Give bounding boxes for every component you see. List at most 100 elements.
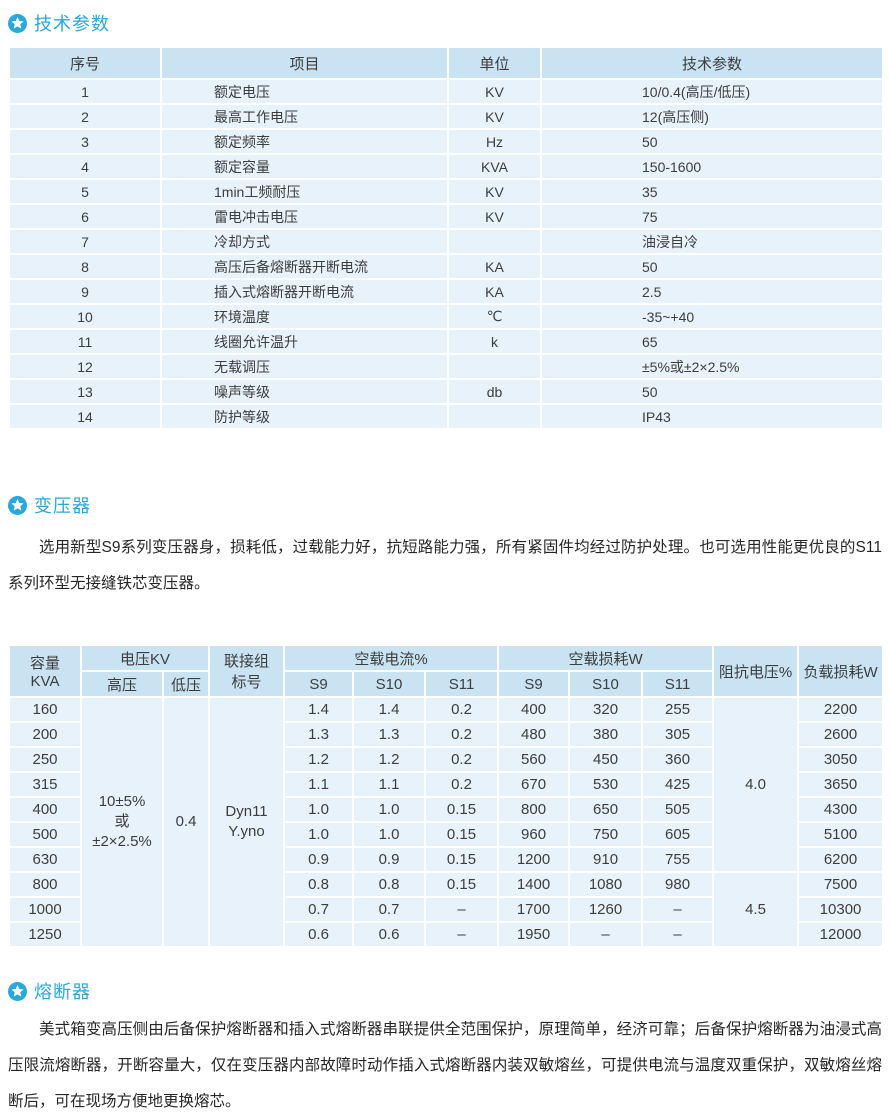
cell: 线圈允许温升 (160, 328, 449, 355)
cell: db (447, 378, 542, 405)
table-row: 3 额定频率 Hz 50 (8, 128, 884, 155)
no-load-current-cell: 0.9 (283, 846, 355, 873)
no-load-loss-cell: 255 (641, 696, 715, 723)
table-row: 400 1.0 1.0 0.15 800 650 505 4300 (8, 796, 885, 823)
cell: 35 (540, 178, 884, 205)
lv-voltage-cell: 0.4 (161, 696, 211, 948)
col-header-index: 序号 (8, 46, 162, 80)
cell: 50 (540, 378, 884, 405)
table-row: 8 高压后备熔断器开断电流 KA 50 (8, 253, 884, 280)
cell: 10/0.4(高压/低压) (540, 78, 884, 105)
vector-group-cell: Dyn11 Y.yno (208, 696, 286, 948)
no-load-loss-cell: 1400 (497, 871, 571, 898)
star-badge-icon (8, 13, 27, 33)
table-row: 11 线圈允许温升 k 65 (8, 328, 884, 355)
load-loss-cell: 3050 (797, 746, 885, 773)
no-load-loss-cell: 670 (497, 771, 571, 798)
table-row: 12 无载调压 ±5%或±2×2.5% (8, 353, 884, 380)
cell: 13 (8, 378, 162, 405)
capacity-cell: 160 (8, 696, 82, 723)
no-load-current-cell: 0.6 (283, 921, 355, 948)
capacity-cell: 400 (8, 796, 82, 823)
no-load-current-cell: 0.15 (424, 871, 500, 898)
technical-parameters-table: 序号 项目 单位 技术参数 1 额定电压 KV 10/0.4(高压/低压) 2 最高工作电… (8, 46, 884, 430)
no-load-current-cell: 0.15 (424, 796, 500, 823)
table-row: 2 最高工作电压 KV 12(高压侧) (8, 103, 884, 130)
table-row: 1 额定电压 KV 10/0.4(高压/低压) (8, 78, 884, 105)
section-title-text: 熔断器 (34, 982, 91, 1002)
table-row: 1250 0.6 0.6–1950– –12000 (8, 921, 885, 948)
col-header-s11: S11 (641, 670, 715, 698)
no-load-current-cell: 0.2 (424, 721, 500, 748)
cell: 防护等级 (160, 403, 449, 430)
star-badge-icon (8, 981, 27, 1001)
col-header-load-loss: 负载损耗W (797, 644, 885, 698)
load-loss-cell: 4300 (797, 796, 885, 823)
cell: 5 (8, 178, 162, 205)
table-row: 1000 0.7 0.7–1700 1260–10300 (8, 896, 885, 923)
no-load-loss-cell: 1950 (497, 921, 571, 948)
table-row: 4 额定容量 KVA 150-1600 (8, 153, 884, 180)
cell: 65 (540, 328, 884, 355)
cell: 8 (8, 253, 162, 280)
impedance-cell: 4.0 (712, 696, 800, 873)
table-row: 160 10±5% 或 ±2×2.5% 0.4 Dyn11 Y.yno 1.4 1.4 0.2 40… (8, 696, 885, 948)
capacity-cell: 500 (8, 821, 82, 848)
no-load-current-cell: 0.7 (352, 896, 427, 923)
cell: 高压后备熔断器开断电流 (160, 253, 449, 280)
cell: 环境温度 (160, 303, 449, 330)
cell: 50 (540, 128, 884, 155)
cell: 7 (8, 228, 162, 255)
cell: 1min工频耐压 (160, 178, 449, 205)
no-load-current-cell: 1.3 (352, 721, 427, 748)
table-row: 315 1.1 1.1 0.2 670 530 425 3650 (8, 771, 885, 798)
no-load-current-cell: 1.0 (283, 821, 355, 848)
no-load-loss-cell: 1200 (497, 846, 571, 873)
section-title-tech-params: 技术参数 (8, 10, 882, 36)
cell: ±5%或±2×2.5% (540, 353, 884, 380)
no-load-current-cell: – (424, 896, 500, 923)
cell: 最高工作电压 (160, 103, 449, 130)
no-load-loss-cell: 1700 (497, 896, 571, 923)
star-badge-icon (8, 495, 27, 515)
cell: IP43 (540, 403, 884, 430)
table-row: 5 1min工频耐压 KV 35 (8, 178, 884, 205)
cell: KA (447, 278, 542, 305)
cell: 12 (8, 353, 162, 380)
no-load-loss-cell: – (641, 896, 715, 923)
col-header-hv: 高压 (80, 670, 164, 698)
cell: KVA (447, 153, 542, 180)
col-header-s9: S9 (283, 670, 355, 698)
cell: 2.5 (540, 278, 884, 305)
capacity-cell: 250 (8, 746, 82, 773)
table-row: 9 插入式熔断器开断电流 KA 2.5 (8, 278, 884, 305)
no-load-loss-cell: 910 (568, 846, 644, 873)
no-load-current-cell: 1.0 (352, 796, 427, 823)
no-load-current-cell: 0.2 (424, 771, 500, 798)
cell: 10 (8, 303, 162, 330)
cell: KV (447, 78, 542, 105)
no-load-loss-cell: 400 (497, 696, 571, 723)
cell: 额定电压 (160, 78, 449, 105)
no-load-loss-cell: 650 (568, 796, 644, 823)
col-header-lv: 低压 (161, 670, 211, 698)
cell: 11 (8, 328, 162, 355)
load-loss-cell: 2200 (797, 696, 885, 723)
transformer-spec-table: 容量 KVA 电压KV 联接组 标号 空载电流% 空载损耗W 阻抗电压% 负载损耗W… (8, 644, 885, 948)
table-row: 6 雷电冲击电压 KV 75 (8, 203, 884, 230)
table-row: 250 1.2 1.2 0.2 560 450 360 3050 (8, 746, 885, 773)
table-row: 13 噪声等级 db 50 (8, 378, 884, 405)
cell: 3 (8, 128, 162, 155)
hv-voltage-cell: 10±5% 或 ±2×2.5% (80, 696, 164, 948)
table-row: 200 1.3 1.3 0.2 480 380 305 2600 (8, 721, 885, 748)
capacity-cell: 1000 (8, 896, 82, 923)
cell: 噪声等级 (160, 378, 449, 405)
no-load-loss-cell: 560 (497, 746, 571, 773)
cell: 12(高压侧) (540, 103, 884, 130)
cell: 额定容量 (160, 153, 449, 180)
no-load-loss-cell: 425 (641, 771, 715, 798)
no-load-current-cell: 0.9 (352, 846, 427, 873)
no-load-loss-cell: 360 (641, 746, 715, 773)
col-header-no-load-loss: 空载损耗W (497, 644, 715, 672)
no-load-loss-cell: 755 (641, 846, 715, 873)
